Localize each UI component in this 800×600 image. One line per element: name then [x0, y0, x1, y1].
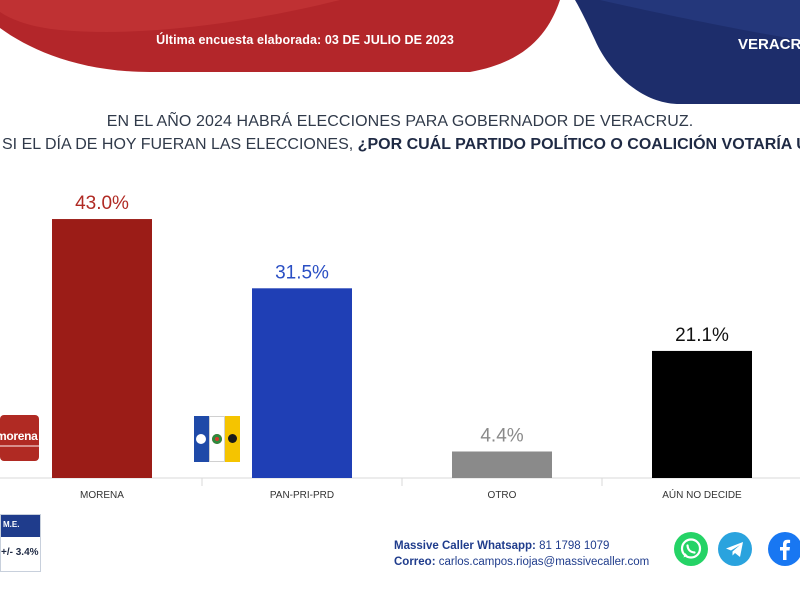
value-label-pan-pri-prd: 31.5%: [275, 262, 329, 283]
morena-logo-underline: [0, 445, 39, 447]
telegram-icon[interactable]: [718, 532, 752, 566]
category-label-morena: MORENA: [80, 490, 124, 501]
question-line-2: SI EL DÍA DE HOY FUERAN LAS ELECCIONES, …: [2, 136, 800, 154]
margin-of-error-label: M.E.: [1, 515, 40, 537]
bar-chart: 43.0% MORENA 31.5% PAN-PRI-PRD 4.4% OTRO 21.1%…: [0, 193, 800, 501]
margin-of-error-box: M.E. +/- 3.4%: [0, 514, 41, 572]
category-label-otro: OTRO: [488, 490, 517, 501]
category-label-pan-pri-prd: PAN-PRI-PRD: [270, 490, 334, 501]
survey-date-text: Última encuesta elaborada: 03 DE JULIO D…: [156, 33, 454, 47]
bar-morena: [52, 219, 152, 479]
header-navy-highlight: [600, 0, 800, 40]
contact-info: Massive Caller Whatsapp: 81 1798 1079 Co…: [394, 538, 649, 570]
prd-logo: [225, 416, 241, 462]
question-line-2-prefix: SI EL DÍA DE HOY FUERAN LAS ELECCIONES,: [2, 136, 358, 153]
pri-emblem: [212, 434, 222, 444]
bar-aun-no-decide: [652, 350, 752, 478]
value-label-morena: 43.0%: [75, 193, 129, 214]
pan-pri-prd-logo: [194, 416, 241, 462]
header-red-highlight: [0, 0, 340, 32]
email-address[interactable]: carlos.campos.riojas@massivecaller.com: [438, 556, 650, 568]
header-banner: [0, 0, 800, 104]
margin-of-error-value: +/- 3.4%: [1, 547, 39, 558]
value-label-otro: 4.4%: [480, 426, 523, 447]
bar-pan-pri-prd: [252, 288, 352, 478]
prd-emblem: [227, 434, 237, 443]
question-line-2-bold: ¿POR CUÁL PARTIDO POLÍTICO O COALICIÓN V…: [357, 136, 800, 153]
whatsapp-icon[interactable]: [674, 532, 708, 566]
question-line-1: EN EL AÑO 2024 HABRÁ ELECCIONES PARA GOB…: [106, 113, 694, 130]
pri-logo: [208, 416, 226, 462]
state-title: VERACRUZ: [738, 36, 800, 53]
morena-logo: morena: [0, 415, 39, 461]
value-label-aun-no-decide: 21.1%: [675, 325, 729, 346]
facebook-icon[interactable]: [768, 532, 800, 566]
whatsapp-line: Massive Caller Whatsapp: 81 1798 1079: [394, 538, 649, 554]
pan-emblem: [196, 434, 207, 444]
pan-logo: [194, 416, 209, 462]
email-label: Correo:: [394, 556, 436, 568]
morena-logo-text: morena: [0, 429, 38, 443]
email-line: Correo: carlos.campos.riojas@massivecall…: [394, 554, 649, 570]
category-label-aun-no-decide: AÚN NO DECIDE: [662, 488, 742, 501]
whatsapp-label: Massive Caller Whatsapp:: [394, 540, 536, 552]
whatsapp-number[interactable]: 81 1798 1079: [539, 540, 610, 552]
bar-otro: [452, 451, 552, 478]
